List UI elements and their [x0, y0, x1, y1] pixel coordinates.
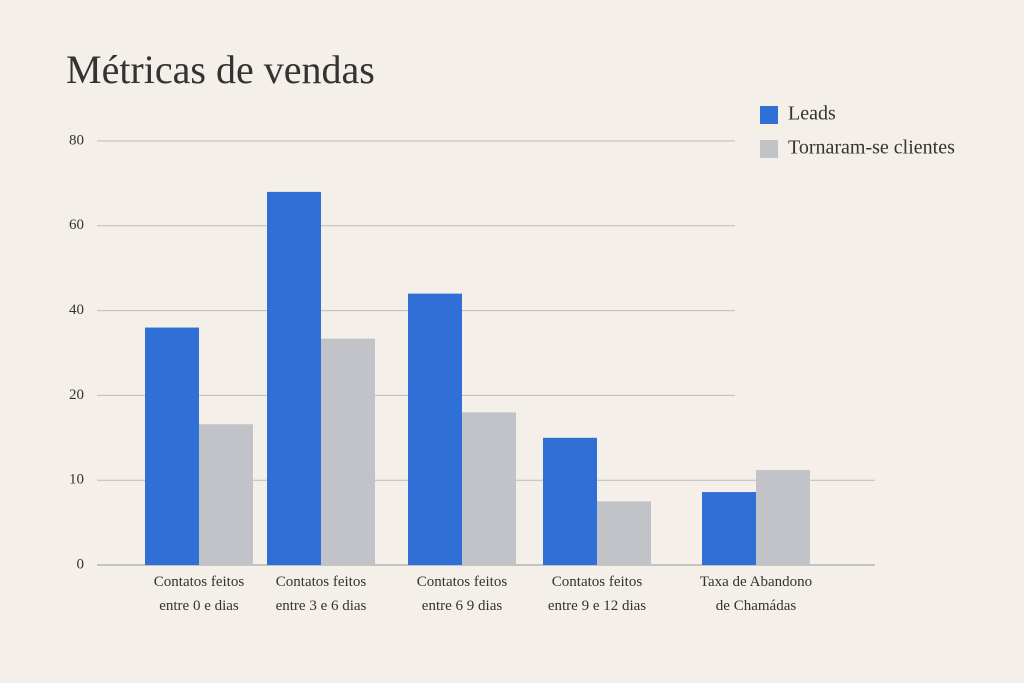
y-tick-label: 40: [69, 302, 84, 318]
x-tick-label: Contatos feitos entre 3 e 6 dias: [276, 574, 367, 614]
x-tick-label: Taxa de Abandono de Chamádas: [700, 574, 812, 614]
legend-label: Tornaram-se clientes: [788, 137, 955, 159]
bar: [543, 437, 597, 565]
chart-title: Métricas de vendas: [66, 47, 375, 92]
y-tick-label: 10: [69, 472, 84, 488]
x-tick-label: Contatos feitos entre 6 9 dias: [417, 574, 508, 614]
bar: [462, 412, 516, 565]
bar: [199, 424, 253, 565]
legend-label: Leads: [788, 103, 836, 125]
y-tick-label: 80: [69, 132, 84, 148]
x-tick-label: Contatos feitos entre 0 e dias: [154, 574, 245, 614]
bar: [702, 492, 756, 565]
y-tick-label: 20: [69, 387, 84, 403]
y-tick-label: 0: [77, 556, 85, 572]
bar: [145, 327, 199, 565]
bar: [597, 501, 651, 565]
x-tick-label: Contatos feitos entre 9 e 12 dias: [548, 574, 646, 614]
legend-swatch: [760, 140, 778, 158]
bar: [267, 191, 321, 565]
bar: [756, 470, 810, 565]
bar: [321, 338, 375, 565]
y-tick-label: 60: [69, 217, 84, 233]
bar: [408, 293, 462, 565]
legend-swatch: [760, 106, 778, 124]
